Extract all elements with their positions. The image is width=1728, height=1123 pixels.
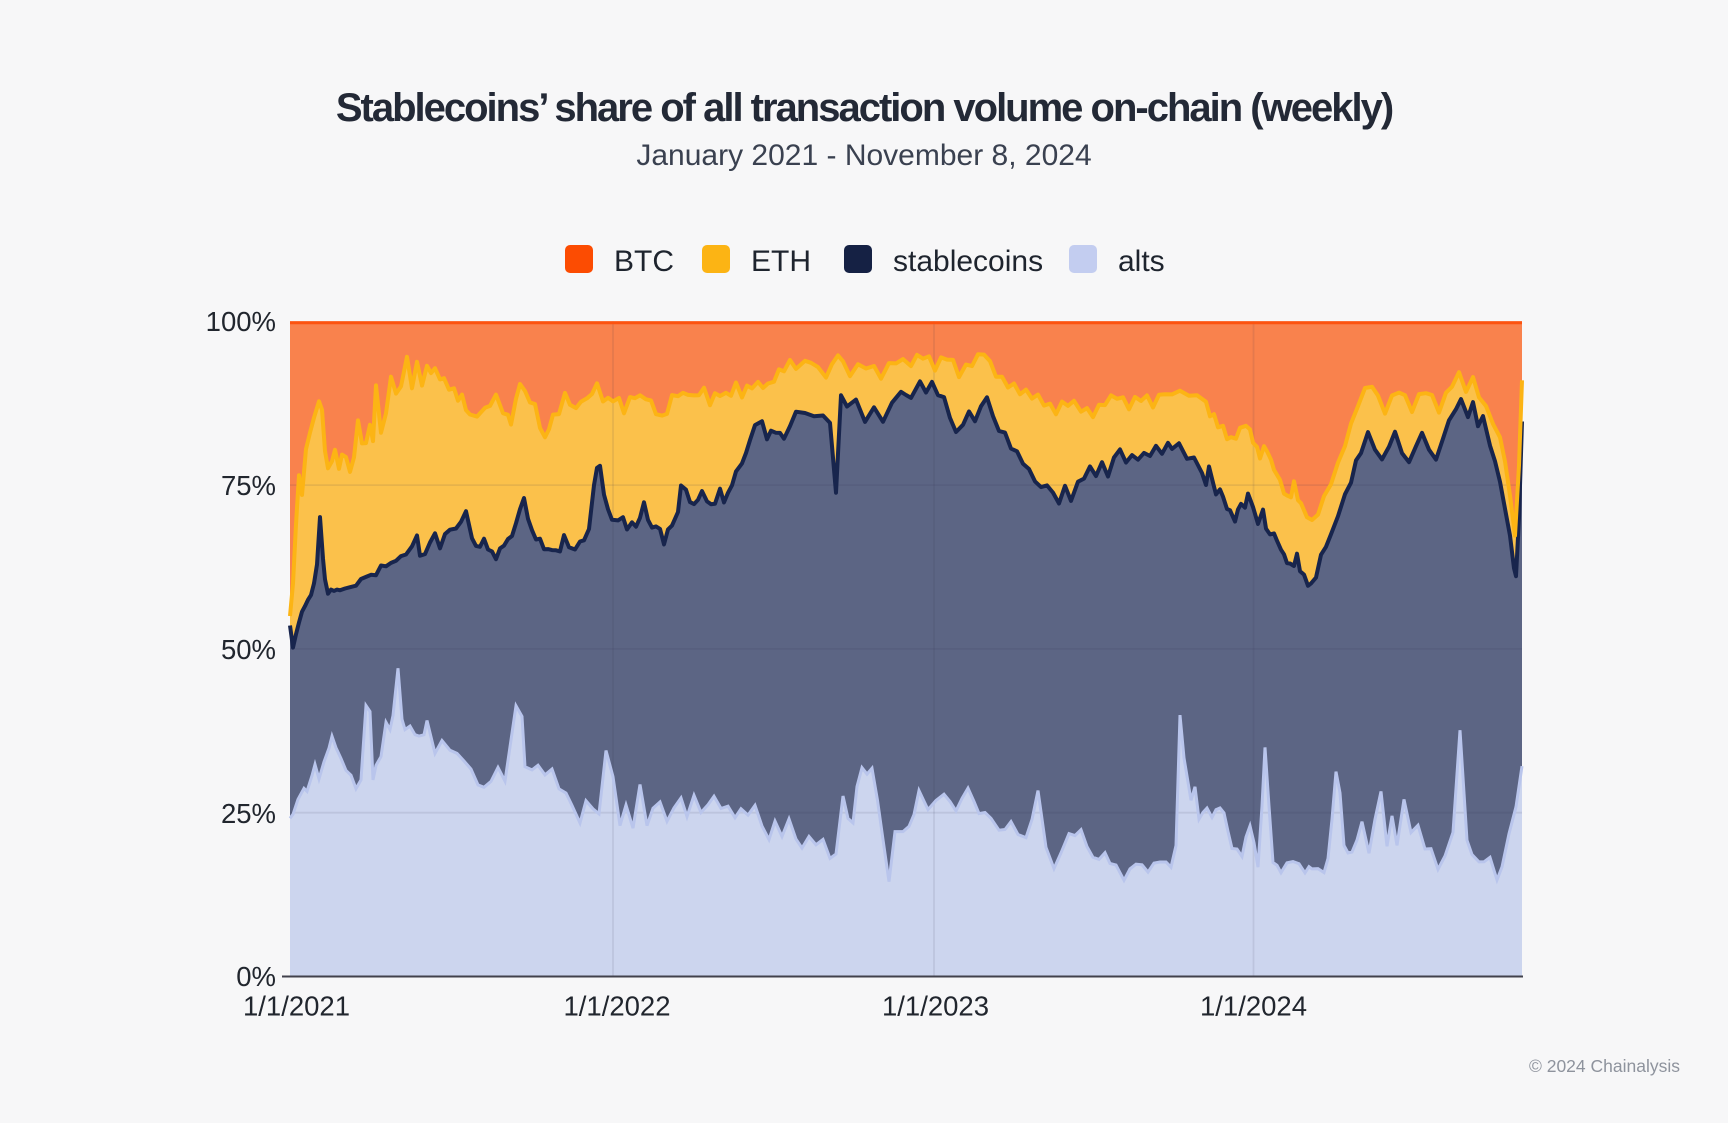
svg-text:100%: 100% — [206, 306, 276, 337]
svg-text:1/1/2022: 1/1/2022 — [563, 991, 670, 1022]
svg-text:Stablecoins’ share of all tran: Stablecoins’ share of all transaction vo… — [336, 86, 1393, 130]
svg-text:alts: alts — [1118, 245, 1165, 278]
svg-text:1/1/2023: 1/1/2023 — [882, 991, 989, 1022]
svg-text:January 2021 - November 8, 202: January 2021 - November 8, 2024 — [636, 139, 1091, 172]
svg-text:1/1/2024: 1/1/2024 — [1200, 991, 1307, 1022]
svg-text:75%: 75% — [221, 470, 276, 501]
svg-text:ETH: ETH — [751, 245, 811, 278]
svg-text:50%: 50% — [221, 634, 276, 665]
svg-text:stablecoins: stablecoins — [893, 245, 1043, 278]
svg-text:BTC: BTC — [614, 245, 674, 278]
svg-text:1/1/2021: 1/1/2021 — [243, 991, 350, 1022]
svg-text:0%: 0% — [236, 961, 276, 992]
svg-text:© 2024 Chainalysis: © 2024 Chainalysis — [1529, 1056, 1680, 1076]
svg-text:25%: 25% — [221, 798, 276, 829]
